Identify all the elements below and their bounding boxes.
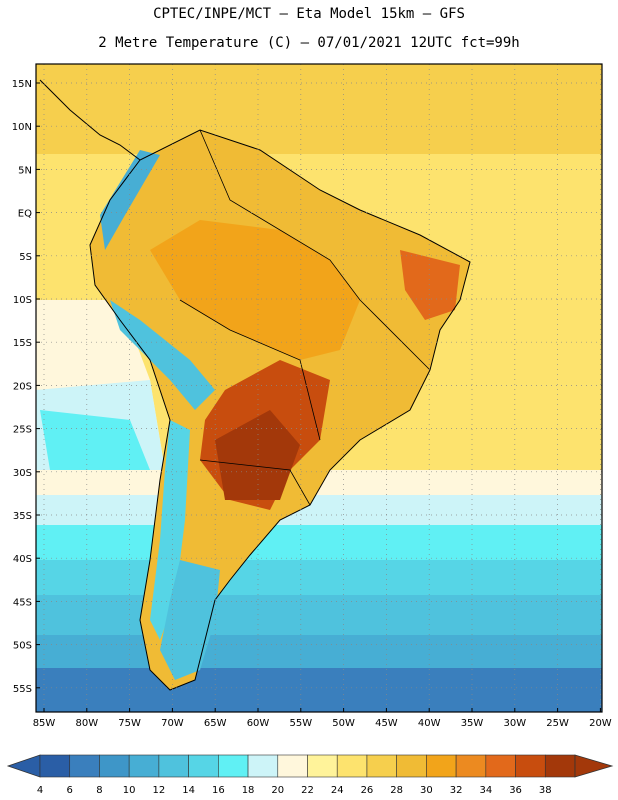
colorbar-swatch [426, 754, 457, 778]
lat-label: 15N [12, 79, 32, 90]
lat-label: 5S [19, 252, 32, 263]
colorbar-swatch [99, 754, 130, 778]
lon-label: 45W [375, 718, 398, 729]
lon-label: 30W [503, 718, 526, 729]
colorbar-swatch [218, 754, 249, 778]
colorbar-label: 12 [153, 785, 166, 796]
colorbar-swatch [128, 754, 160, 778]
colorbar-swatch [485, 754, 516, 778]
colorbar-swatch [366, 754, 397, 778]
colorbar-label: 26 [361, 785, 374, 796]
title-line-2: 2 Metre Temperature (C) – 07/01/2021 12U… [98, 35, 520, 51]
lat-label: 10N [12, 122, 32, 133]
colorbar-swatch [336, 754, 368, 778]
colorbar-label: 6 [67, 785, 73, 796]
longitude-labels: 85W 80W 75W 70W 65W 60W 55W 50W 45W 40W 35W 30W 25W 2… [33, 708, 612, 729]
colorbar-swatch [188, 754, 219, 778]
colorbar-swatch [307, 754, 338, 778]
colorbar-right-arrow [574, 754, 614, 778]
colorbar-label: 24 [331, 785, 344, 796]
lat-lon-grid [36, 64, 602, 712]
colorbar-swatch [544, 754, 576, 778]
lat-label: 15S [13, 338, 32, 349]
colorbar-label: 16 [212, 785, 225, 796]
map-frame [35, 63, 603, 713]
lon-label: 55W [289, 718, 312, 729]
colorbar-swatch [515, 754, 546, 778]
lat-label: 35S [13, 511, 32, 522]
colorbar-swatch [69, 754, 100, 778]
lat-label: 50S [13, 641, 32, 652]
colorbar-label: 22 [301, 785, 314, 796]
lon-label: 80W [75, 718, 98, 729]
colorbar-swatch [277, 754, 308, 778]
lon-label: 85W [33, 718, 56, 729]
temperature-field [36, 64, 602, 712]
colorbar-label: 30 [420, 785, 433, 796]
lat-label: EQ [18, 209, 32, 220]
colorbar-label: 20 [271, 785, 284, 796]
lat-label: 30S [13, 468, 32, 479]
lon-label: 40W [418, 718, 441, 729]
colorbar: 4 6 8 10 12 14 16 18 20 22 24 26 28 30 32 34 36 38 [6, 754, 614, 796]
colorbar-label: 18 [242, 785, 255, 796]
lat-label: 40S [13, 554, 32, 565]
colorbar-label: 34 [479, 785, 492, 796]
lon-label: 50W [332, 718, 355, 729]
colorbar-label: 28 [390, 785, 403, 796]
lat-label: 10S [13, 295, 32, 306]
title-line-1: CPTEC/INPE/MCT – Eta Model 15km – GFS [153, 6, 465, 22]
colorbar-swatch [247, 754, 279, 778]
colorbar-swatch [158, 754, 189, 778]
colorbar-label: 32 [450, 785, 463, 796]
colorbar-label: 38 [539, 785, 552, 796]
colorbar-swatch [39, 754, 71, 778]
colorbar-label: 4 [37, 785, 43, 796]
lon-label: 65W [204, 718, 227, 729]
lat-label: 25S [13, 425, 32, 436]
lon-label: 60W [247, 718, 270, 729]
lat-label: 45S [13, 597, 32, 608]
lon-label: 25W [546, 718, 569, 729]
colorbar-label: 36 [509, 785, 522, 796]
colorbar-swatch [455, 754, 487, 778]
colorbar-label: 8 [96, 785, 102, 796]
lat-label: 55S [13, 684, 32, 695]
colorbar-label: 14 [182, 785, 195, 796]
colorbar-label: 10 [123, 785, 136, 796]
lon-label: 70W [161, 718, 184, 729]
lat-label: 20S [13, 381, 32, 392]
lon-label: 75W [118, 718, 141, 729]
lon-label: 20W [589, 718, 612, 729]
colorbar-left-arrow [6, 754, 41, 778]
lon-label: 35W [461, 718, 484, 729]
lat-label: 5N [18, 165, 32, 176]
latitude-labels: 15N 10N 5N EQ 5S 10S 15S 20S 25S 30S 35S 40S 45S 50S 5… [12, 79, 40, 695]
colorbar-swatch [396, 754, 427, 778]
